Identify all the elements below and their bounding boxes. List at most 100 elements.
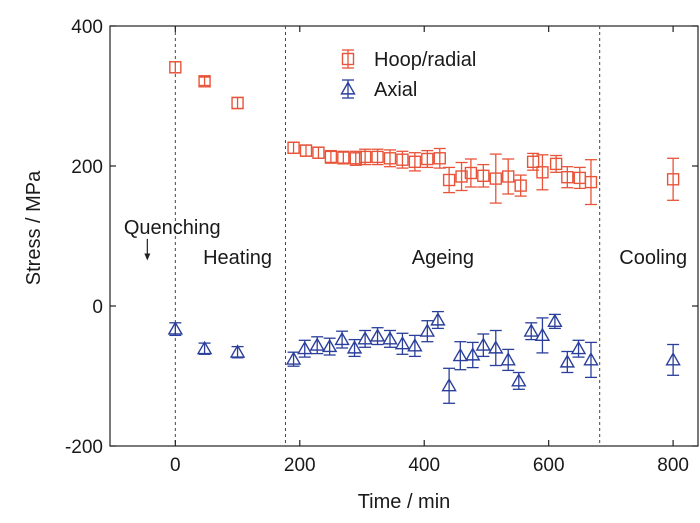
triangle-marker [285,351,302,365]
data-point [357,329,373,348]
data-point [441,367,457,404]
data-point [169,61,182,74]
triangle-marker [334,331,350,346]
data-point [299,144,313,157]
triangle-marker [321,338,338,353]
square-marker [514,179,527,192]
square-marker [561,170,574,184]
plot-area [109,25,699,447]
data-point [382,329,398,348]
legend-label: Axial [374,79,417,101]
square-marker [433,152,446,165]
square-marker [312,146,325,159]
triangle-marker [357,330,373,345]
square-marker [358,150,372,164]
triangle-marker [167,321,184,335]
triangle-marker [196,340,213,355]
square-marker [169,61,182,74]
data-point [666,157,680,201]
triangle-marker [441,377,457,392]
data-point [433,147,446,169]
square-marker [584,175,598,189]
square-marker [526,155,540,169]
annotation-quenching: Quenching [124,217,221,239]
data-point [559,350,576,374]
square-marker [666,173,680,186]
stage-annotations: Quenching Heating Ageing Cooling [124,217,687,269]
data-point [500,348,516,372]
quenching-arrow-head [144,253,151,261]
x-tick-label: 0 [170,455,181,476]
data-point [297,339,313,358]
square-marker [536,166,549,179]
triangle-marker [665,351,681,366]
data-point [570,339,587,358]
data-point [583,341,599,379]
square-marker [477,169,490,183]
data-point [488,329,504,367]
data-point [408,152,422,172]
data-point [324,149,338,164]
square-marker [549,157,563,171]
data-point [371,148,384,166]
triangle-marker [382,330,398,345]
square-marker [371,150,384,164]
data-point [285,351,302,367]
square-marker [464,166,478,180]
y-tick-label: 400 [71,17,103,38]
triangle-marker [475,337,492,351]
data-point [167,321,184,337]
data-point [475,333,492,358]
data-point [334,330,350,349]
data-point [196,340,213,355]
data-point [369,327,386,346]
triangle-marker [346,340,363,354]
triangle-marker [511,372,527,387]
data-point [477,163,490,188]
series-hoop-radial [169,61,680,206]
legend: Hoop/radial Axial [340,49,476,101]
triangle-marker [547,313,563,327]
triangle-marker [430,312,446,326]
data-point [584,159,598,206]
series-layer [167,61,681,404]
triangle-marker [583,351,599,366]
x-tick-label: 600 [533,455,565,476]
square-marker [421,152,434,166]
y-axis-label: Stress / MPa [23,170,45,285]
x-tick-label: 200 [284,455,316,476]
legend-entry-axial: Axial [340,79,417,101]
data-point [464,158,478,188]
data-point [534,317,551,354]
data-point [419,320,436,343]
square-marker [396,153,409,166]
triangle-marker [297,340,313,355]
x-tick-label: 800 [657,455,689,476]
stage-boundary-lines [174,26,601,446]
x-tick-label: 400 [408,455,440,476]
data-point [430,310,446,330]
data-point [383,149,397,168]
triangle-marker [407,337,423,352]
plot-frame [109,25,699,447]
square-marker [489,172,502,185]
data-point [549,154,563,173]
data-point [309,336,325,355]
data-point [312,146,325,159]
x-axis-label: Time / min [358,491,451,513]
data-point [526,152,540,171]
y-tick-label: 200 [71,157,103,178]
square-marker [408,155,422,169]
data-point [511,371,527,390]
data-point [502,158,515,195]
annotation-heating: Heating [203,247,272,269]
legend-label: Hoop/radial [374,49,476,71]
square-marker [287,141,300,155]
square-marker [324,150,338,164]
square-marker [231,96,244,110]
square-marker [341,52,355,66]
y-tick-label: 0 [92,297,103,318]
triangle-marker [523,323,539,337]
data-point [421,149,434,169]
